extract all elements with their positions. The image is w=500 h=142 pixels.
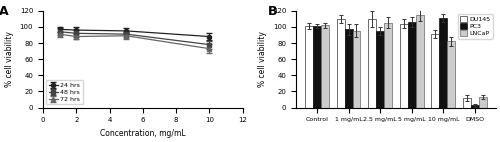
Bar — [384, 23, 392, 107]
Legend: 24 hrs, 48 hrs, 72 hrs: 24 hrs, 48 hrs, 72 hrs — [46, 80, 83, 104]
Text: B: B — [268, 5, 278, 18]
Bar — [440, 18, 448, 107]
Bar — [344, 29, 352, 107]
Bar — [336, 19, 344, 107]
Bar — [305, 26, 313, 107]
Bar — [408, 22, 416, 107]
Bar — [400, 24, 408, 107]
Bar — [471, 105, 479, 107]
Text: A: A — [0, 5, 8, 18]
Bar — [448, 41, 455, 107]
Y-axis label: % cell viability: % cell viability — [258, 31, 268, 87]
Bar — [321, 25, 329, 107]
Bar — [352, 31, 360, 107]
Bar — [479, 97, 487, 107]
Bar — [416, 15, 424, 107]
Legend: DU145, PC3, LNCaP: DU145, PC3, LNCaP — [458, 14, 492, 39]
Bar — [368, 19, 376, 107]
Bar — [376, 31, 384, 107]
Y-axis label: % cell viability: % cell viability — [5, 31, 14, 87]
X-axis label: Concentration, mg/mL: Concentration, mg/mL — [100, 129, 186, 138]
Bar — [313, 26, 321, 107]
Bar — [432, 34, 440, 107]
Bar — [463, 98, 471, 107]
